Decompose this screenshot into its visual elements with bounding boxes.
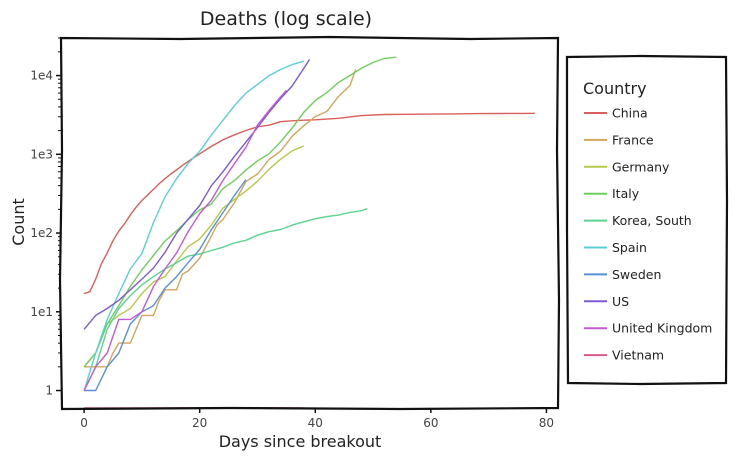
legend-label-korea-south: Korea, South	[612, 213, 692, 228]
series-line-us	[83, 59, 311, 330]
x-tick-label: 0	[80, 416, 88, 430]
legend-label-china: China	[612, 106, 648, 121]
series-line-spain	[83, 60, 304, 391]
series-line-korea-south	[83, 208, 368, 391]
series-line-united-kingdom	[83, 89, 287, 391]
legend-label-vietnam: Vietnam	[612, 348, 664, 363]
series-line-italy	[83, 56, 397, 368]
axis-ticks: 0 20 40 60 80 1 1e1 1e2 1e3 1e4	[30, 37, 554, 430]
x-axis-label: Days since breakout	[219, 432, 382, 451]
legend-label-us: US	[612, 294, 629, 309]
x-tick-label: 20	[192, 416, 207, 430]
x-tick-label: 80	[539, 416, 554, 430]
y-tick-label: 1	[45, 384, 53, 398]
series-line-china	[83, 112, 535, 295]
chart-title: Deaths (log scale)	[200, 8, 372, 30]
legend-label-germany: Germany	[612, 159, 670, 174]
x-tick-label: 60	[423, 416, 438, 430]
legend-label-sweden: Sweden	[612, 267, 661, 282]
plot-frame	[58, 35, 561, 411]
y-axis-label: Count	[9, 198, 28, 246]
series-line-sweden	[84, 179, 247, 392]
legend-label-france: France	[612, 132, 654, 147]
legend-label-italy: Italy	[612, 186, 640, 201]
legend-label-spain: Spain	[612, 240, 647, 255]
series-line-germany	[83, 145, 304, 368]
legend-label-united-kingdom: United Kingdom	[612, 321, 712, 336]
legend: China France Germany Italy Korea, South Spain…	[584, 106, 712, 363]
legend-box	[565, 54, 729, 386]
series-lines	[83, 56, 535, 409]
y-tick-label: 1e1	[30, 305, 53, 319]
y-tick-label: 1e4	[30, 69, 53, 83]
series-line-france	[84, 69, 357, 368]
x-tick-label: 40	[308, 416, 323, 430]
y-tick-label: 1e2	[30, 226, 53, 240]
y-tick-label: 1e3	[30, 147, 53, 161]
legend-title: Country	[583, 79, 647, 98]
